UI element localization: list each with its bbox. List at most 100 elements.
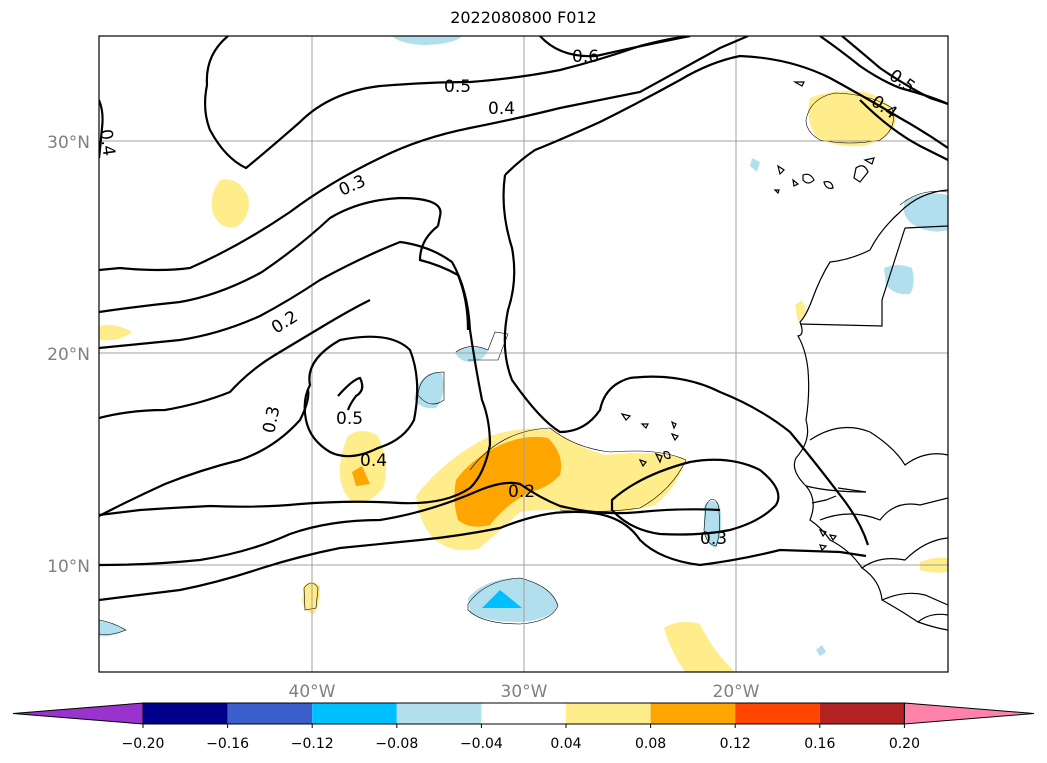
shaded-regions xyxy=(99,36,948,672)
contour-0.4 xyxy=(99,36,749,272)
lat-label-30n: 30°N xyxy=(47,133,90,153)
contour-0.5small xyxy=(337,376,364,411)
map-title: 2022080800 F012 xyxy=(450,8,597,27)
lat-label-10n: 10°N xyxy=(47,557,90,577)
island xyxy=(792,178,800,187)
contour-0.4loop xyxy=(303,335,419,458)
colorbar-segment xyxy=(735,703,820,724)
africa-coastline xyxy=(793,189,948,631)
map-frame xyxy=(98,35,949,673)
colorbar-tick-label: −0.04 xyxy=(460,736,503,752)
shade-light-blue xyxy=(468,578,558,622)
island xyxy=(818,528,827,538)
contour-label: 0.5 xyxy=(336,409,363,429)
colorbar-tick-label: 0.16 xyxy=(804,736,835,752)
colorbar-tick-label: −0.12 xyxy=(291,736,334,752)
contour-label: 0.4 xyxy=(360,451,387,471)
contour-0.2 xyxy=(99,240,492,517)
island xyxy=(640,423,649,430)
island xyxy=(670,420,677,430)
shade-light-yellow xyxy=(99,324,132,341)
colorbar-tick-label: −0.20 xyxy=(122,736,165,752)
colorbar-segment xyxy=(396,703,482,724)
shade-orange xyxy=(454,436,562,527)
contour-0.3 xyxy=(99,196,442,314)
island xyxy=(638,458,647,468)
coastlines xyxy=(620,81,948,631)
colorbar-segment xyxy=(143,703,228,724)
island xyxy=(828,534,838,542)
island xyxy=(670,432,679,442)
shade-light-yellow xyxy=(808,90,896,147)
colorbar-segment xyxy=(481,703,566,724)
shade-light-blue xyxy=(903,193,948,232)
colorbar: −0.20 −0.16 −0.12 −0.08 −0.04 0.04 0.08 0.12 0.1… xyxy=(12,702,1035,752)
island xyxy=(620,413,632,421)
island xyxy=(663,451,671,459)
contour-label: 0.6 xyxy=(572,47,599,67)
colorbar-extend-low xyxy=(12,702,144,725)
border-line xyxy=(805,485,867,493)
shade-light-blue xyxy=(816,645,826,656)
island xyxy=(773,189,780,195)
shade-light-blue xyxy=(392,36,462,45)
border-line xyxy=(809,426,948,466)
lat-label-20n: 20°N xyxy=(47,345,90,365)
island xyxy=(654,452,663,464)
shade-light-yellow xyxy=(302,582,321,614)
colorbar-tick-label: 0.12 xyxy=(720,736,751,752)
lon-label-30w: 30°W xyxy=(501,682,548,702)
island xyxy=(823,181,834,189)
contour-label: 0.4 xyxy=(488,99,515,119)
colorbar-segment xyxy=(819,703,905,724)
border-line xyxy=(819,497,948,521)
contour-0.4right xyxy=(504,54,948,176)
contour-0.3right xyxy=(502,174,870,546)
island xyxy=(777,164,785,176)
shade-light-blue xyxy=(704,501,722,548)
contour-0.4NE2 xyxy=(859,99,948,161)
contour-0.4W xyxy=(99,99,104,159)
contour-0.3loopSE xyxy=(610,458,780,536)
island xyxy=(819,544,828,552)
island xyxy=(853,165,869,183)
shade-light-blue xyxy=(414,371,444,409)
contour-label: 0.3 xyxy=(700,529,727,549)
contour-lines xyxy=(99,36,948,602)
gridlines xyxy=(99,36,948,672)
longitude-labels: 40°W 30°W 20°W xyxy=(289,682,760,702)
shade-light-blue xyxy=(750,158,760,172)
island xyxy=(802,173,815,184)
colorbar-tick-label: 0.20 xyxy=(889,736,920,752)
colorbar-extend-high xyxy=(903,702,1035,725)
contour-label: 0.4 xyxy=(95,128,119,158)
colorbar-segment xyxy=(227,703,313,724)
island xyxy=(863,157,875,165)
shade-outlines xyxy=(99,92,948,635)
shade-light-blue xyxy=(455,347,488,362)
contour-0.5 xyxy=(203,36,691,170)
colorbar-segment xyxy=(312,703,397,724)
colorbar-tick-label: −0.16 xyxy=(206,736,249,752)
colorbar-tick-label: 0.04 xyxy=(550,736,581,752)
border-line xyxy=(881,592,948,606)
lon-label-40w: 40°W xyxy=(289,682,336,702)
shade-light-yellow xyxy=(795,300,807,322)
colorbar-segment xyxy=(566,703,651,724)
shade-light-yellow xyxy=(664,621,735,672)
coast-detail xyxy=(811,495,837,504)
shade-blue xyxy=(482,590,522,608)
colorbar-segment xyxy=(650,703,736,724)
contour-label: 0.5 xyxy=(444,77,471,97)
shade-orange xyxy=(352,466,370,486)
shade-light-yellow xyxy=(211,179,249,228)
border-line xyxy=(861,537,948,569)
contour-0.6 xyxy=(539,36,691,58)
border-line xyxy=(799,227,906,327)
lon-label-20w: 20°W xyxy=(713,682,760,702)
contour-0.2lower xyxy=(99,481,721,567)
contour-label: 0.2 xyxy=(508,482,535,502)
colorbar-outline xyxy=(142,702,905,725)
contour-0.5NE2 xyxy=(841,36,948,106)
